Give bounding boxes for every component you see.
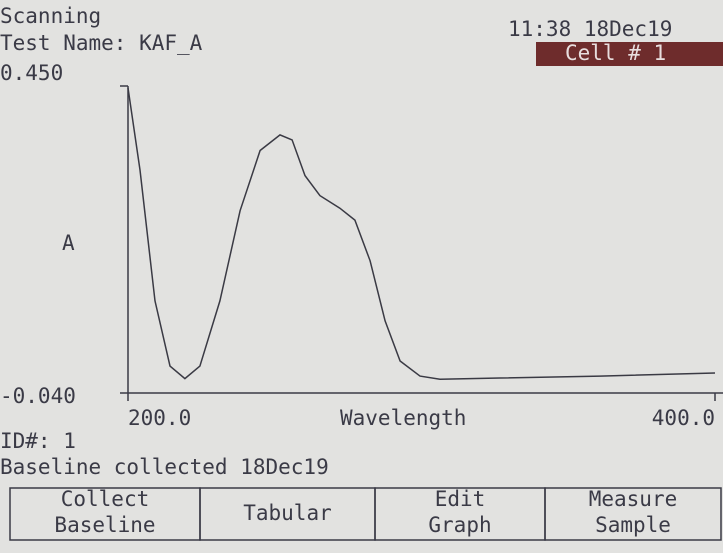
baseline-status: Baseline collected 18Dec19 bbox=[0, 455, 329, 479]
datetime: 11:38 18Dec19 bbox=[508, 17, 672, 41]
x-tick-label: 400.0 bbox=[652, 406, 715, 430]
softkey-label[interactable]: Edit bbox=[435, 487, 486, 511]
test-name: Test Name: KAF_A bbox=[0, 31, 203, 55]
softkey-label[interactable]: Tabular bbox=[243, 501, 332, 525]
cell: Cell # 1 bbox=[565, 41, 666, 65]
softkey-label[interactable]: Collect bbox=[61, 487, 150, 511]
spectrum-line bbox=[127, 87, 716, 380]
y-tick-label: 0.450 bbox=[0, 61, 63, 85]
softkey-label[interactable]: Measure bbox=[589, 487, 678, 511]
cell-badge bbox=[536, 42, 723, 66]
x-axis-label: Wavelength bbox=[340, 406, 466, 430]
status: Scanning bbox=[0, 4, 101, 28]
softkey[interactable] bbox=[544, 487, 722, 541]
softkey-label[interactable]: Sample bbox=[595, 513, 671, 537]
softkey-label[interactable]: Graph bbox=[428, 513, 491, 537]
x-tick-label: 200.0 bbox=[128, 406, 191, 430]
id: ID#: 1 bbox=[0, 429, 76, 453]
y-tick-label: -0.040 bbox=[0, 384, 76, 408]
softkey-label[interactable]: Baseline bbox=[54, 513, 155, 537]
y-axis-label: A bbox=[62, 231, 75, 255]
